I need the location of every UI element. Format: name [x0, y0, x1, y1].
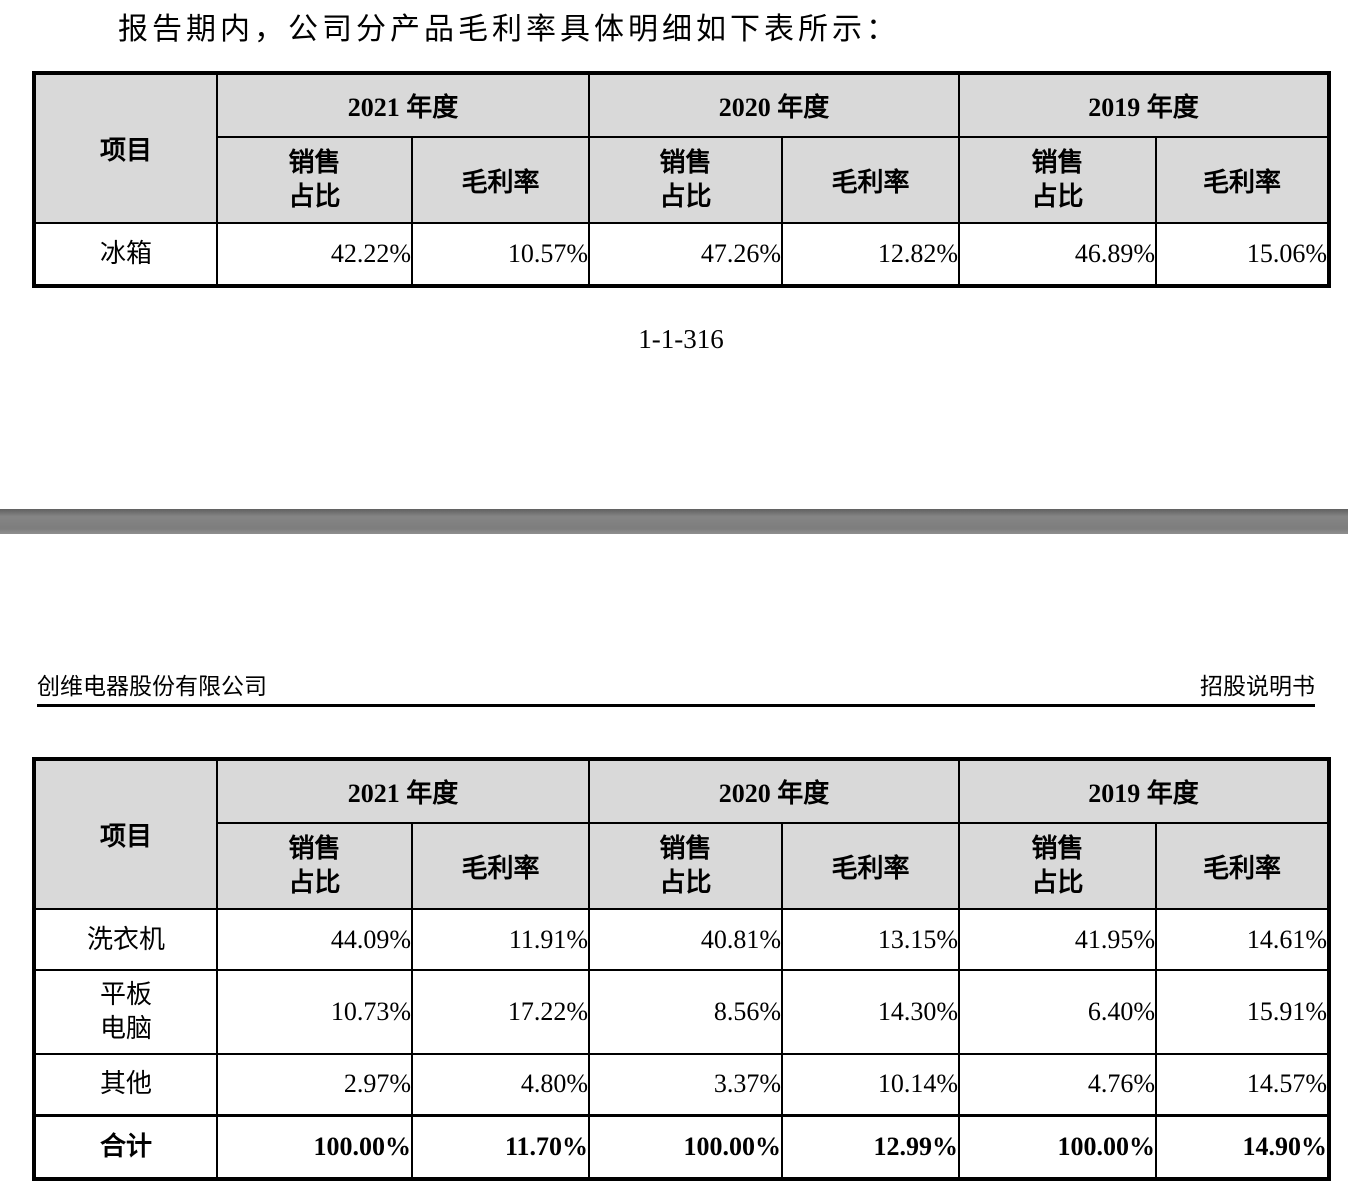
- year-2020-header-cell: 2020 年度: [588, 758, 961, 824]
- year-2019-header-cell: 2019 年度: [958, 72, 1331, 138]
- value-cell: 47.26%: [588, 222, 784, 287]
- item-header-cell: 项目: [33, 72, 218, 224]
- value-cell: 14.90%: [1155, 1113, 1331, 1180]
- value-cell: 3.37%: [588, 1053, 784, 1116]
- value-cell: 11.91%: [410, 908, 591, 971]
- sales-share-header-cell: 销售 占比: [958, 822, 1158, 910]
- product-name-cell: 冰箱: [33, 222, 218, 287]
- value-cell: 46.89%: [958, 222, 1158, 287]
- value-cell: 100.00%: [216, 1113, 413, 1180]
- gross-margin-table-top: 项目 2021 年度 2020 年度 2019 年度 销售 占比 毛利率 销售 …: [32, 71, 1332, 288]
- value-cell: 8.56%: [588, 969, 784, 1055]
- table-row: 冰箱 42.22% 10.57% 47.26% 12.82% 46.89% 15…: [33, 222, 1331, 287]
- value-cell: 12.99%: [781, 1113, 961, 1180]
- value-cell: 15.91%: [1155, 969, 1331, 1055]
- value-cell: 100.00%: [958, 1113, 1158, 1180]
- table-row: 其他 2.97% 4.80% 3.37% 10.14% 4.76% 14.57%: [33, 1053, 1331, 1116]
- value-cell: 44.09%: [216, 908, 413, 971]
- value-cell: 2.97%: [216, 1053, 413, 1116]
- page-break-divider: [0, 509, 1348, 534]
- value-cell: 10.14%: [781, 1053, 961, 1116]
- doc-title: 招股说明书: [1200, 674, 1315, 699]
- company-name: 创维电器股份有限公司: [37, 674, 267, 699]
- value-cell: 10.57%: [410, 222, 591, 287]
- sales-share-header-cell: 销售 占比: [958, 136, 1158, 224]
- value-cell: 14.61%: [1155, 908, 1331, 971]
- value-cell: 6.40%: [958, 969, 1158, 1055]
- total-label-cell: 合计: [33, 1113, 218, 1180]
- year-2021-header-cell: 2021 年度: [215, 72, 591, 138]
- gross-margin-header-cell: 毛利率: [410, 136, 591, 224]
- running-header: 创维电器股份有限公司 招股说明书: [37, 667, 1315, 701]
- sales-share-header-cell: 销售 占比: [588, 136, 784, 224]
- year-2021-header-cell: 2021 年度: [215, 758, 591, 824]
- value-cell: 42.22%: [216, 222, 413, 287]
- item-header-cell: 项目: [33, 758, 218, 910]
- value-cell: 4.76%: [958, 1053, 1158, 1116]
- value-cell: 100.00%: [588, 1113, 784, 1180]
- value-cell: 13.15%: [781, 908, 961, 971]
- table-total-row: 合计 100.00% 11.70% 100.00% 12.99% 100.00%…: [33, 1113, 1331, 1180]
- intro-paragraph: 报告期内，公司分产品毛利率具体明细如下表所示：: [118, 13, 900, 46]
- product-name-cell: 洗衣机: [33, 908, 218, 971]
- product-name-cell: 平板 电脑: [33, 969, 218, 1055]
- value-cell: 14.30%: [781, 969, 961, 1055]
- value-cell: 14.57%: [1155, 1053, 1331, 1116]
- sales-share-header-cell: 销售 占比: [588, 822, 784, 910]
- value-cell: 15.06%: [1155, 222, 1331, 287]
- gross-margin-header-cell: 毛利率: [410, 822, 591, 910]
- sales-share-header-cell: 销售 占比: [216, 822, 413, 910]
- table-row: 洗衣机 44.09% 11.91% 40.81% 13.15% 41.95% 1…: [33, 908, 1331, 971]
- gross-margin-header-cell: 毛利率: [1155, 822, 1331, 910]
- sales-share-header-cell: 销售 占比: [216, 136, 413, 224]
- value-cell: 11.70%: [410, 1113, 591, 1180]
- value-cell: 12.82%: [781, 222, 961, 287]
- gross-margin-header-cell: 毛利率: [1155, 136, 1331, 224]
- value-cell: 41.95%: [958, 908, 1158, 971]
- table-row: 平板 电脑 10.73% 17.22% 8.56% 14.30% 6.40% 1…: [33, 969, 1331, 1055]
- gross-margin-table-main: 项目 2021 年度 2020 年度 2019 年度 销售 占比 毛利率 销售 …: [32, 757, 1332, 1181]
- year-2019-header-cell: 2019 年度: [958, 758, 1331, 824]
- value-cell: 10.73%: [216, 969, 413, 1055]
- value-cell: 40.81%: [588, 908, 784, 971]
- product-name-cell: 其他: [33, 1053, 218, 1116]
- value-cell: 17.22%: [410, 969, 591, 1055]
- value-cell: 4.80%: [410, 1053, 591, 1116]
- header-rule: [37, 704, 1315, 707]
- gross-margin-header-cell: 毛利率: [781, 822, 961, 910]
- page-number: 1-1-316: [638, 324, 724, 354]
- year-2020-header-cell: 2020 年度: [588, 72, 961, 138]
- gross-margin-header-cell: 毛利率: [781, 136, 961, 224]
